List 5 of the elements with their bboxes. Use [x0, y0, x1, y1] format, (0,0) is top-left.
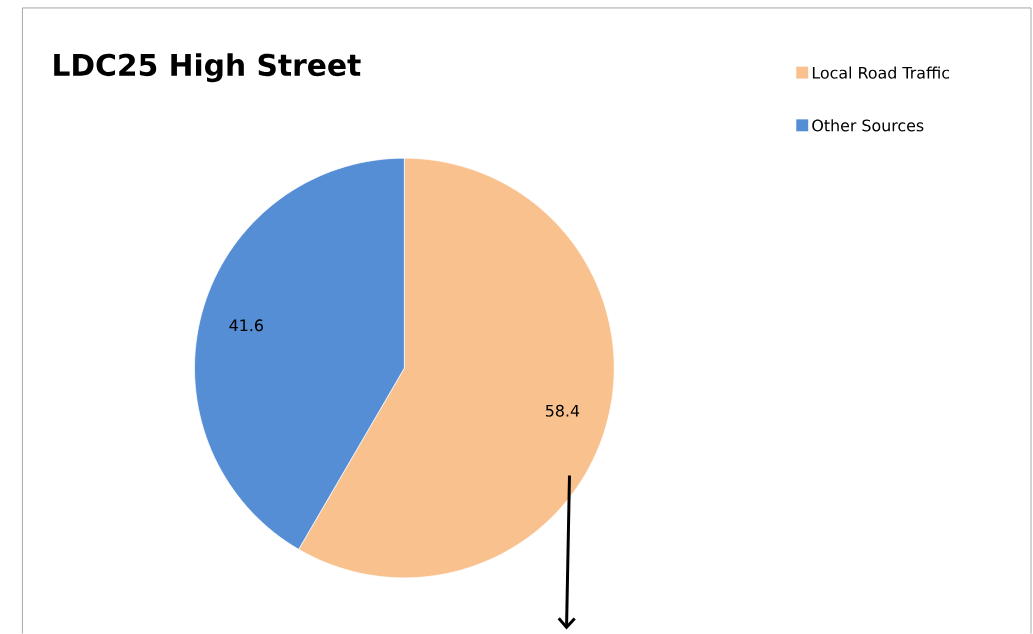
- chart-title: LDC25 High Street: [54, 53, 361, 83]
- legend-label: Other Sources: [812, 119, 924, 132]
- legend-label: Local Road Traffic: [812, 66, 950, 79]
- data-label: 41.6: [229, 319, 263, 332]
- data-label: 58.4: [545, 404, 580, 417]
